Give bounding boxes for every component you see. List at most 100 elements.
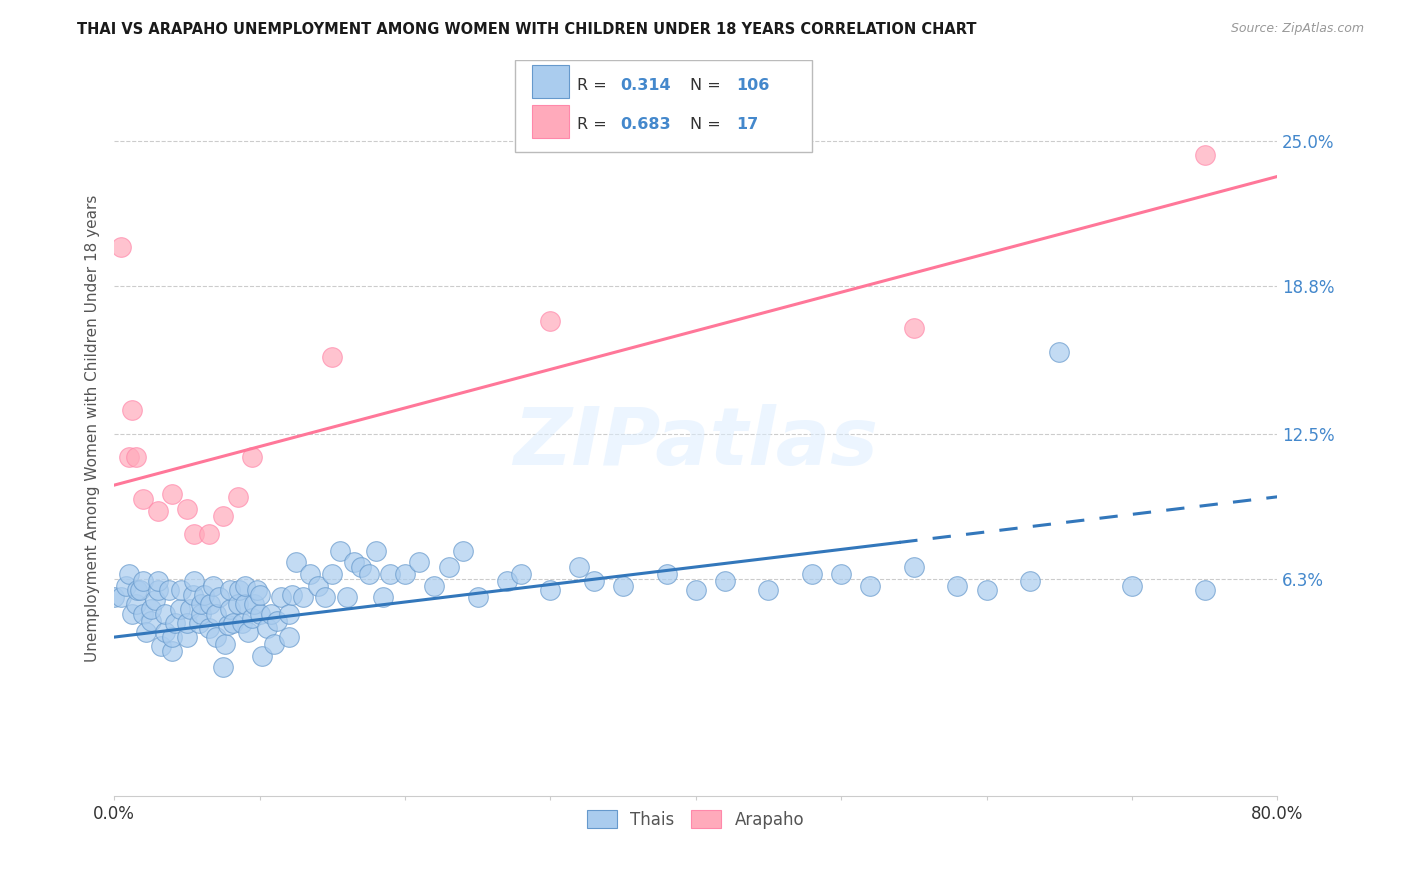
Point [132, 574, 155, 588]
Point [510, 566, 533, 581]
Point [380, 566, 402, 581]
Point [495, 574, 517, 588]
Point [208, 591, 231, 605]
Point [256, 621, 278, 635]
FancyBboxPatch shape [531, 105, 569, 137]
Point [364, 543, 387, 558]
Point [859, 579, 882, 593]
Text: 106: 106 [737, 78, 770, 93]
Point [246, 583, 269, 598]
Point [280, 588, 302, 602]
Point [714, 574, 737, 588]
Point [132, 607, 155, 621]
Point [103, 591, 125, 605]
Point [176, 616, 198, 631]
Point [139, 602, 162, 616]
Point [299, 566, 322, 581]
Point [205, 607, 228, 621]
Point [202, 579, 225, 593]
Point [451, 543, 474, 558]
Point [240, 450, 263, 464]
Point [314, 591, 336, 605]
Point [179, 602, 201, 616]
Point [903, 321, 925, 335]
Point [467, 591, 489, 605]
Point [343, 555, 366, 569]
Point [307, 579, 329, 593]
FancyBboxPatch shape [531, 65, 569, 98]
Point [139, 614, 162, 628]
Text: R =: R = [576, 117, 612, 132]
Point [357, 566, 380, 581]
Point [240, 611, 263, 625]
Point [228, 583, 250, 598]
Point [197, 527, 219, 541]
Point [176, 501, 198, 516]
Point [946, 579, 969, 593]
Point [193, 588, 215, 602]
Point [205, 630, 228, 644]
Point [198, 598, 221, 612]
Point [222, 616, 245, 631]
Point [153, 625, 176, 640]
Point [394, 566, 416, 581]
Point [231, 616, 253, 631]
Point [197, 621, 219, 635]
Point [903, 560, 925, 574]
Point [162, 487, 184, 501]
Point [212, 660, 235, 674]
Point [219, 602, 242, 616]
Point [270, 591, 292, 605]
Point [135, 625, 157, 640]
Point [655, 566, 678, 581]
Point [146, 504, 169, 518]
Point [263, 637, 285, 651]
Point [266, 614, 288, 628]
Point [538, 314, 561, 328]
Text: Source: ZipAtlas.com: Source: ZipAtlas.com [1230, 22, 1364, 36]
Point [127, 583, 149, 598]
Point [242, 598, 264, 612]
Point [1047, 344, 1070, 359]
Point [187, 616, 209, 631]
Point [350, 560, 373, 574]
Point [233, 579, 256, 593]
Point [226, 490, 249, 504]
Text: THAI VS ARAPAHO UNEMPLOYMENT AMONG WOMEN WITH CHILDREN UNDER 18 YEARS CORRELATIO: THAI VS ARAPAHO UNEMPLOYMENT AMONG WOMEN… [77, 22, 977, 37]
Point [190, 607, 212, 621]
Text: R =: R = [576, 78, 612, 93]
Point [153, 607, 176, 621]
Point [165, 616, 187, 631]
Point [118, 450, 141, 464]
Point [110, 240, 132, 254]
Point [249, 607, 271, 621]
Point [277, 630, 299, 644]
Point [284, 555, 307, 569]
Point [236, 625, 259, 640]
Point [1194, 583, 1216, 598]
Point [118, 566, 141, 581]
Point [321, 566, 343, 581]
Point [110, 591, 132, 605]
Point [249, 588, 271, 602]
Point [143, 592, 166, 607]
Point [226, 598, 249, 612]
Point [1019, 574, 1042, 588]
Point [169, 602, 191, 616]
Point [830, 566, 852, 581]
Point [612, 579, 634, 593]
Point [121, 607, 143, 621]
Point [129, 583, 152, 598]
FancyBboxPatch shape [516, 60, 813, 152]
Point [162, 644, 184, 658]
Text: 17: 17 [737, 117, 759, 132]
Point [336, 591, 359, 605]
Point [260, 607, 283, 621]
Point [685, 583, 707, 598]
Point [125, 450, 148, 464]
Point [538, 583, 561, 598]
Point [162, 630, 184, 644]
Point [408, 555, 430, 569]
Point [214, 637, 236, 651]
Point [146, 574, 169, 588]
